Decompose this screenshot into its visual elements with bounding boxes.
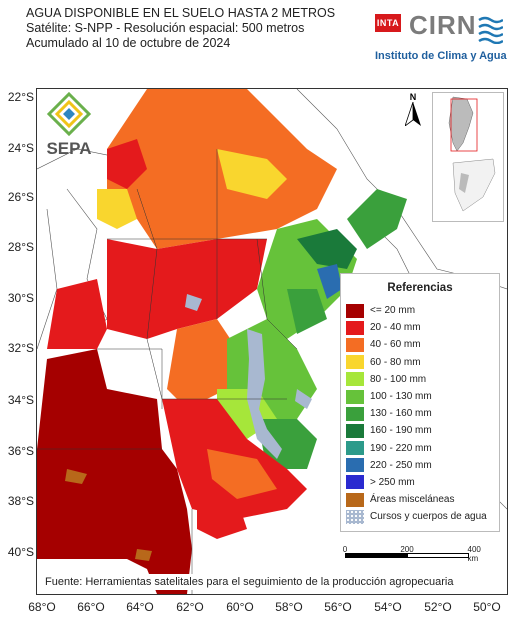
lon-label: 52°O — [424, 600, 452, 614]
legend-item: 190 - 220 mm — [346, 440, 499, 457]
legend-title: Referencias — [387, 282, 453, 294]
legend-swatch — [346, 303, 364, 318]
lat-label: 24°S — [7, 141, 34, 155]
legend-item: 160 - 190 mm — [346, 422, 499, 439]
legend-swatch — [346, 355, 364, 370]
cirn-logo: INTA CIRN Instituto de Clima y Agua — [375, 10, 507, 70]
lon-label: 56°O — [324, 600, 352, 614]
lat-label: 30°S — [7, 291, 34, 305]
lon-label: 64°O — [126, 600, 154, 614]
legend-label: Cursos y cuerpos de agua — [370, 511, 487, 523]
legend: Referencias <= 20 mm 20 - 40 mm 40 - 60 mm… — [340, 273, 500, 532]
scale-bar: 0 200 400 km — [343, 545, 493, 575]
legend-swatch — [346, 475, 364, 490]
lat-label: 22°S — [7, 90, 34, 104]
lat-label: 40°S — [7, 545, 34, 559]
lon-label: 68°O — [28, 600, 56, 614]
lat-label: 26°S — [7, 190, 34, 204]
lon-label: 66°O — [77, 600, 105, 614]
legend-swatch — [346, 509, 364, 524]
legend-item: 220 - 250 mm — [346, 457, 499, 474]
lat-label: 28°S — [7, 240, 34, 254]
soil-water-map — [37, 89, 507, 594]
legend-label: 130 - 160 mm — [370, 408, 432, 420]
lon-label: 60°O — [226, 600, 254, 614]
sepa-diamond-icon — [46, 91, 92, 137]
legend-item: <= 20 mm — [346, 302, 499, 319]
map-frame — [36, 88, 508, 595]
legend-label: 160 - 190 mm — [370, 425, 432, 437]
legend-label: Áreas misceláneas — [370, 494, 455, 506]
legend-item: 60 - 80 mm — [346, 354, 499, 371]
cirn-waves-icon — [478, 16, 503, 44]
lat-label: 38°S — [7, 494, 34, 508]
legend-item: 130 - 160 mm — [346, 405, 499, 422]
map-subtitle-satellite: Satélite: S-NPP - Resolución espacial: 5… — [26, 21, 305, 35]
north-arrow: N — [404, 92, 421, 128]
scale-label: 400 km — [467, 545, 481, 563]
legend-label: <= 20 mm — [370, 305, 416, 317]
map-title: AGUA DISPONIBLE EN EL SUELO HASTA 2 METR… — [26, 6, 336, 20]
lon-label: 54°O — [374, 600, 402, 614]
source-note: Fuente: Herramientas satelitales para el… — [41, 574, 505, 590]
legend-swatch — [346, 423, 364, 438]
sepa-logo-text: SEPA — [46, 139, 92, 158]
legend-item: 40 - 60 mm — [346, 336, 499, 353]
legend-swatch — [346, 492, 364, 507]
north-arrow-icon — [404, 101, 421, 128]
legend-item: Áreas misceláneas — [346, 491, 499, 508]
legend-label: > 250 mm — [370, 476, 415, 488]
inta-logo: INTA — [375, 14, 401, 32]
lat-label: 36°S — [7, 444, 34, 458]
scale-label: 200 — [400, 545, 414, 554]
cirn-logo-text: CIRN — [409, 10, 477, 40]
legend-label: 80 - 100 mm — [370, 373, 427, 385]
legend-item: > 250 mm — [346, 474, 499, 491]
legend-swatch — [346, 320, 364, 335]
legend-item: 100 - 130 mm — [346, 388, 499, 405]
legend-label: 20 - 40 mm — [370, 322, 421, 334]
lat-label: 34°S — [7, 393, 34, 407]
lat-label: 32°S — [7, 341, 34, 355]
instituto-label: Instituto de Clima y Agua — [375, 50, 507, 62]
legend-swatch — [346, 372, 364, 387]
legend-swatch — [346, 441, 364, 456]
legend-label: 190 - 220 mm — [370, 442, 432, 454]
legend-swatch — [346, 406, 364, 421]
north-arrow-label: N — [409, 92, 417, 102]
sepa-logo: SEPA — [44, 91, 94, 162]
scale-segment-black — [345, 553, 407, 558]
scale-label: 0 — [342, 545, 348, 554]
inset-map — [432, 92, 504, 222]
inset-argentina-icon — [448, 96, 496, 212]
map-header: AGUA DISPONIBLE EN EL SUELO HASTA 2 METR… — [26, 6, 335, 51]
legend-label: 100 - 130 mm — [370, 391, 432, 403]
lon-label: 62°O — [176, 600, 204, 614]
legend-swatch — [346, 389, 364, 404]
legend-label: 60 - 80 mm — [370, 356, 421, 368]
lon-label: 50°O — [473, 600, 501, 614]
legend-label: 40 - 60 mm — [370, 339, 421, 351]
legend-item: 20 - 40 mm — [346, 319, 499, 336]
legend-item: 80 - 100 mm — [346, 371, 499, 388]
legend-label: 220 - 250 mm — [370, 459, 432, 471]
lon-label: 58°O — [275, 600, 303, 614]
legend-swatch — [346, 337, 364, 352]
legend-item: Cursos y cuerpos de agua — [346, 508, 499, 525]
scale-segment-white — [407, 553, 469, 558]
legend-swatch — [346, 458, 364, 473]
map-subtitle-date: Acumulado al 10 de octubre de 2024 — [26, 36, 231, 50]
